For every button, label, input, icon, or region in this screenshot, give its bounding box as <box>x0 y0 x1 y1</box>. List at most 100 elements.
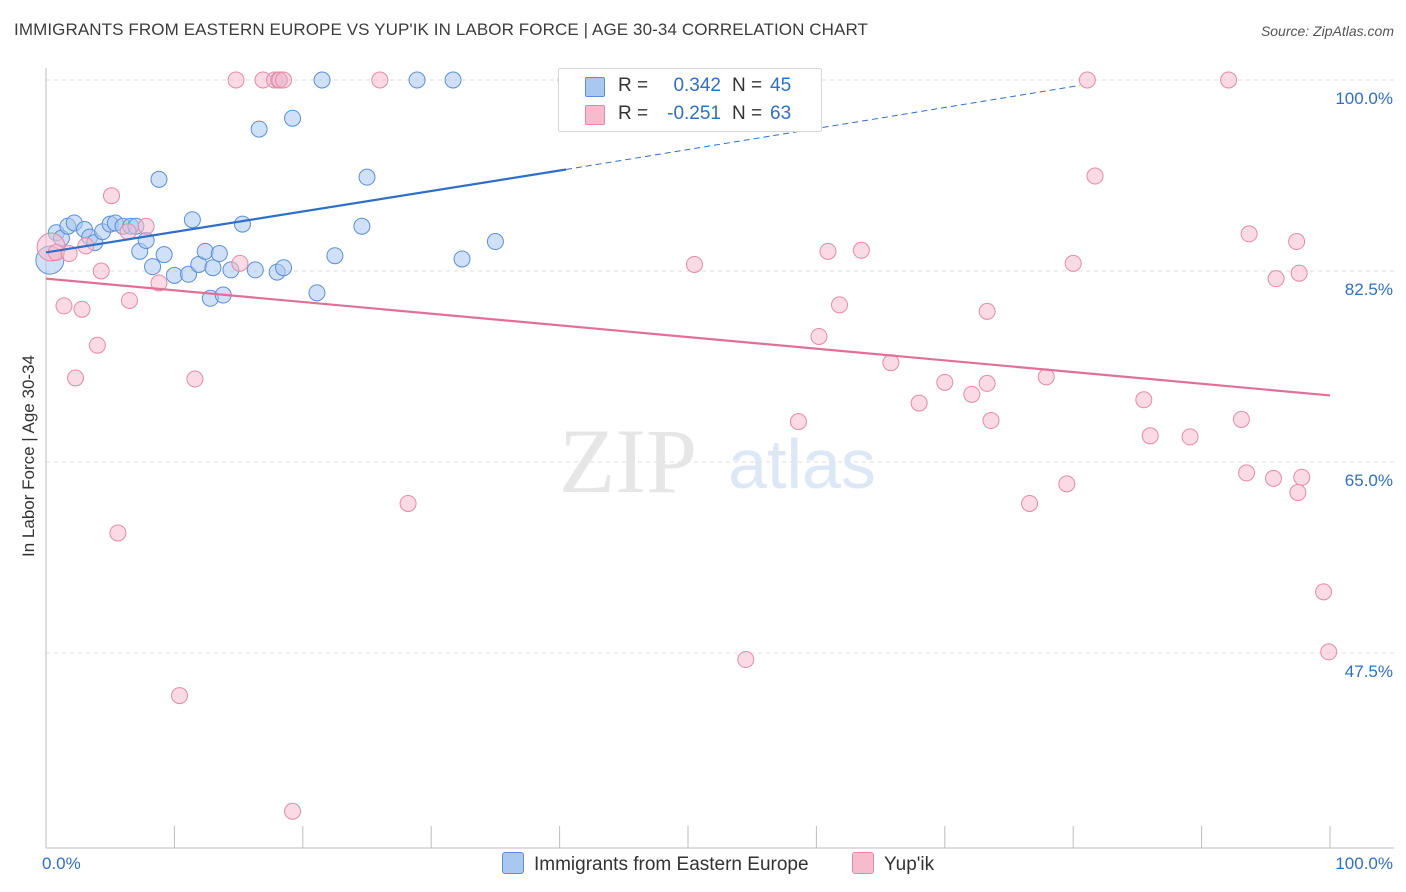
yupik-point <box>789 413 807 431</box>
eastern-europe-point <box>180 265 198 283</box>
bottom-legend-yupik: Yup'ik <box>852 852 934 876</box>
yupik-point <box>67 369 85 387</box>
bottom-legend-label: Immigrants from Eastern Europe <box>534 854 809 875</box>
yupik-point <box>685 255 703 273</box>
yupik-point <box>1240 225 1258 243</box>
r-value: 0.342 <box>673 75 721 96</box>
eastern-europe-point <box>150 170 168 188</box>
yupik-point <box>831 296 849 314</box>
eastern-europe-point <box>210 245 228 263</box>
n-value: 63 <box>770 103 792 124</box>
yupik-point <box>73 300 91 318</box>
yupik-point <box>1232 410 1250 428</box>
axes <box>45 68 1394 849</box>
eastern-europe-point <box>204 259 222 277</box>
yupik-point <box>275 71 293 89</box>
yupik-point <box>150 274 168 292</box>
yupik-point <box>1320 643 1338 661</box>
yupik-point <box>284 802 302 820</box>
yupik-point <box>1181 428 1199 446</box>
yupik-point <box>1021 494 1039 512</box>
yupik-point <box>120 291 138 309</box>
eastern-europe-point <box>275 259 293 277</box>
yupik-point <box>119 223 137 241</box>
n-label: N = <box>732 75 763 96</box>
yupik-point <box>109 524 127 542</box>
eastern-europe-point <box>183 211 201 229</box>
yupik-point <box>1288 233 1306 251</box>
yupik-point <box>1078 71 1096 89</box>
yupik-point <box>936 373 954 391</box>
yupik-point <box>1220 71 1238 89</box>
watermark-zip: ZIP <box>559 410 697 512</box>
eastern-europe-point <box>358 168 376 186</box>
yupik-point <box>92 262 110 280</box>
n-label: N = <box>732 103 763 124</box>
y-tick-label: 82.5% <box>1345 280 1393 299</box>
yupik-point <box>978 374 996 392</box>
data-points <box>35 71 1338 820</box>
n-value: 45 <box>770 75 792 96</box>
bottom-legend-label: Yup'ik <box>884 854 935 875</box>
yupik-point <box>982 412 1000 430</box>
bottom-legend-eastern-europe: Immigrants from Eastern Europe <box>502 852 809 876</box>
watermark-atlas: atlas <box>728 425 876 503</box>
y-tick-label: 100.0% <box>1335 89 1393 108</box>
yupik-point <box>810 327 828 345</box>
yupik-point <box>399 494 417 512</box>
yupik-point <box>1037 368 1055 386</box>
yupik-point <box>55 297 73 315</box>
r-label: R = <box>618 103 649 124</box>
yupik-point <box>1086 167 1104 185</box>
blue-swatch <box>585 77 605 97</box>
eastern-europe-point <box>308 284 326 302</box>
eastern-europe-point <box>196 242 214 260</box>
yupik-point <box>371 71 389 89</box>
x-tick-label-min: 0.0% <box>42 854 81 873</box>
watermark: ZIP atlas <box>559 410 876 512</box>
source-label: Source: ZipAtlas.com <box>1260 23 1394 39</box>
legend-row-yupik: R = -0.251 N = 63 <box>559 101 821 129</box>
r-label: R = <box>618 75 649 96</box>
axis-labels: 47.5% 65.0% 82.5% 100.0% 0.0% 100.0% In Labor … <box>19 89 1393 873</box>
eastern-europe-point <box>246 261 264 279</box>
blue-swatch <box>502 852 524 874</box>
yupik-point <box>88 336 106 354</box>
y-tick-label: 47.5% <box>1345 662 1393 681</box>
grid <box>46 79 1394 654</box>
eastern-europe-point <box>284 109 302 127</box>
yupik-point <box>852 241 870 259</box>
yupik-point <box>1293 468 1311 486</box>
yupik-point <box>1141 427 1159 445</box>
yupik-point <box>819 242 837 260</box>
yupik-point <box>1064 254 1082 272</box>
legend-row-eastern-europe: R = 0.342 N = 45 <box>559 73 821 101</box>
yupik-point <box>227 71 245 89</box>
eastern-europe-point <box>486 233 504 251</box>
yupik-point <box>1135 391 1153 409</box>
eastern-europe-point <box>326 247 344 265</box>
eastern-europe-trend-extension <box>565 84 1080 170</box>
yupik-point <box>963 385 981 403</box>
x-tick-label-max: 100.0% <box>1335 854 1393 873</box>
r-value: -0.251 <box>667 103 721 124</box>
yupik-point <box>171 687 189 705</box>
yupik-trend-line <box>45 277 1331 397</box>
pink-swatch <box>852 852 874 874</box>
yupik-point <box>1238 464 1256 482</box>
yupik-point <box>1289 484 1307 502</box>
eastern-europe-point <box>353 217 371 235</box>
y-axis-title: In Labor Force | Age 30-34 <box>19 355 38 557</box>
eastern-europe-point <box>144 258 162 276</box>
eastern-europe-point <box>233 215 251 233</box>
eastern-europe-point <box>453 250 471 268</box>
y-tick-label: 65.0% <box>1345 471 1393 490</box>
yupik-point <box>102 187 120 205</box>
eastern-europe-point <box>444 71 462 89</box>
eastern-europe-point <box>155 246 173 264</box>
yupik-point <box>910 394 928 412</box>
eastern-europe-point <box>313 71 331 89</box>
yupik-point <box>1315 583 1333 601</box>
yupik-point <box>1058 475 1076 493</box>
